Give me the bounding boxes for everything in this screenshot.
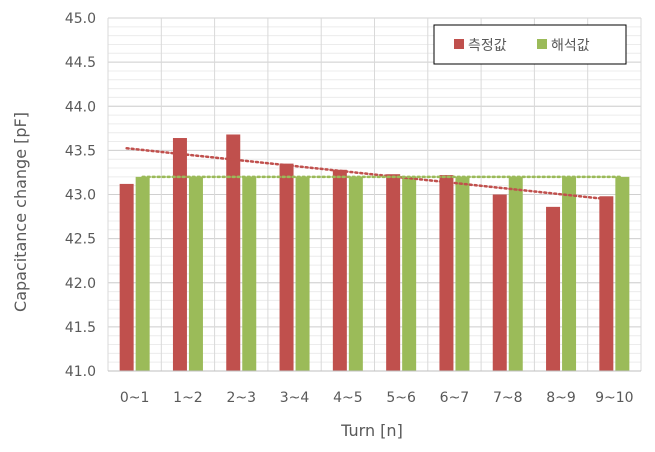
legend-swatch bbox=[537, 39, 547, 49]
x-tick-label: 4~5 bbox=[333, 390, 363, 406]
legend: 측정값 해석값 bbox=[433, 24, 627, 65]
y-axis-label: Capacitance change [pF] bbox=[11, 112, 30, 312]
y-tick-label: 41.5 bbox=[65, 320, 96, 336]
y-tick-label: 43.5 bbox=[65, 143, 96, 159]
bar-measured-0~1 bbox=[119, 183, 134, 371]
bar-analysis-6~7 bbox=[455, 176, 470, 371]
legend-label: 측정값 bbox=[468, 38, 507, 54]
bar-measured-9~10 bbox=[599, 196, 614, 371]
x-tick-label: 3~4 bbox=[280, 390, 310, 406]
bar-measured-1~2 bbox=[172, 138, 187, 371]
x-tick-label: 9~10 bbox=[595, 390, 633, 406]
x-tick-label: 0~1 bbox=[120, 390, 150, 406]
bar-measured-2~3 bbox=[226, 134, 241, 371]
y-tick-label: 44.0 bbox=[65, 99, 96, 115]
x-tick-label: 6~7 bbox=[440, 390, 470, 406]
y-tick-label: 42.5 bbox=[65, 232, 96, 248]
x-tick-labels: 0~1 1~2 2~3 3~4 4~5 5~6 6~7 7~8 8~9 9~10 bbox=[120, 390, 634, 406]
x-tick-label: 8~9 bbox=[546, 390, 576, 406]
trendline-measured bbox=[125, 147, 608, 201]
x-tick-label: 5~6 bbox=[386, 390, 416, 406]
y-tick-label: 42.0 bbox=[65, 276, 96, 292]
bar-analysis-0~1 bbox=[135, 176, 150, 371]
bar-measured-7~8 bbox=[492, 194, 507, 371]
bars bbox=[119, 134, 630, 371]
y-tick-label: 44.5 bbox=[65, 55, 96, 71]
x-tick-label: 2~3 bbox=[226, 390, 256, 406]
legend-swatch bbox=[454, 39, 464, 49]
bar-analysis-4~5 bbox=[348, 176, 363, 371]
bar-analysis-1~2 bbox=[188, 176, 203, 371]
y-tick-label: 41.0 bbox=[65, 364, 96, 380]
bar-analysis-2~3 bbox=[242, 176, 257, 371]
x-tick-label: 1~2 bbox=[173, 390, 203, 406]
bar-measured-5~6 bbox=[386, 174, 401, 371]
bar-analysis-8~9 bbox=[562, 176, 577, 371]
legend-box bbox=[433, 24, 627, 65]
bar-analysis-5~6 bbox=[402, 176, 417, 371]
trendlines bbox=[125, 147, 624, 201]
x-axis-label: Turn [n] bbox=[340, 421, 403, 440]
y-tick-label: 43.0 bbox=[65, 188, 96, 204]
bar-measured-8~9 bbox=[546, 206, 561, 371]
bar-analysis-9~10 bbox=[615, 176, 630, 371]
bar-measured-3~4 bbox=[279, 163, 294, 371]
bar-measured-4~5 bbox=[332, 169, 347, 371]
legend-label: 해석값 bbox=[551, 38, 590, 54]
bar-analysis-7~8 bbox=[508, 176, 523, 371]
y-tick-label: 45.0 bbox=[65, 11, 96, 27]
bar-analysis-3~4 bbox=[295, 176, 310, 371]
bar-measured-6~7 bbox=[439, 175, 454, 371]
y-tick-labels: 41.0 41.5 42.0 42.5 43.0 43.5 44.0 44.5 45.0 bbox=[65, 11, 96, 380]
x-tick-label: 7~8 bbox=[493, 390, 523, 406]
